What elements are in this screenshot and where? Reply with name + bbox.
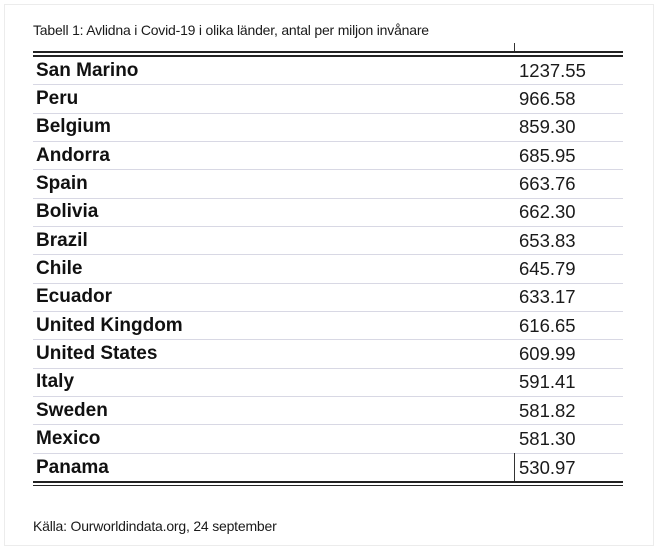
country-cell: Sweden (36, 399, 108, 421)
table-row: Mexico 581.30 (33, 425, 623, 454)
table-row: Andorra 685.95 (33, 142, 623, 171)
country-cell: Panama (36, 456, 109, 478)
value-cell: 859.30 (519, 116, 576, 138)
table-row: Brazil 653.83 (33, 227, 623, 256)
table-bottom-rule (33, 481, 623, 483)
value-cell: 581.30 (519, 428, 576, 450)
country-cell: Peru (36, 88, 79, 110)
value-cell: 662.30 (519, 201, 576, 223)
country-cell: Mexico (36, 428, 101, 450)
table-row: Peru 966.58 (33, 85, 623, 114)
country-cell: Andorra (36, 144, 110, 166)
country-cell: Bolivia (36, 201, 99, 223)
country-cell: Brazil (36, 229, 88, 251)
table-row: Belgium 859.30 (33, 114, 623, 143)
table-row: United States 609.99 (33, 340, 623, 369)
document-frame (4, 4, 654, 546)
country-cell: Spain (36, 173, 88, 195)
deaths-table: San Marino 1237.55 Peru 966.58 Belgium 8… (33, 57, 623, 482)
value-cell: 581.82 (519, 399, 576, 421)
source-note: Källa: Ourworldindata.org, 24 september (33, 518, 277, 534)
country-cell: United States (36, 343, 158, 365)
table-row: Sweden 581.82 (33, 397, 623, 426)
table-row: Italy 591.41 (33, 369, 623, 398)
country-cell: Italy (36, 371, 75, 393)
country-cell: Belgium (36, 116, 111, 138)
value-cell: 633.17 (519, 286, 576, 308)
table-row: Panama 530.97 (33, 454, 623, 482)
value-cell: 609.99 (519, 343, 576, 365)
table-row: Spain 663.76 (33, 170, 623, 199)
value-cell: 645.79 (519, 258, 576, 280)
country-cell: Chile (36, 258, 83, 280)
country-cell: United Kingdom (36, 314, 183, 336)
value-cell: 653.83 (519, 229, 576, 251)
value-cell: 616.65 (519, 314, 576, 336)
table-caption: Tabell 1: Avlidna i Covid-19 i olika län… (33, 22, 429, 38)
value-cell: 966.58 (519, 88, 576, 110)
country-cell: Ecuador (36, 286, 113, 308)
value-cell: 663.76 (519, 173, 576, 195)
table-row: Bolivia 662.30 (33, 199, 623, 228)
table-row: United Kingdom 616.65 (33, 312, 623, 341)
table-row: San Marino 1237.55 (33, 57, 623, 86)
column-divider-tick (514, 43, 515, 52)
table-row: Ecuador 633.17 (33, 284, 623, 313)
table-top-rule-inner (33, 55, 623, 57)
table-row: Chile 645.79 (33, 255, 623, 284)
value-cell: 530.97 (519, 456, 576, 478)
country-cell: San Marino (36, 59, 139, 81)
value-cell: 1237.55 (519, 59, 586, 81)
table-bottom-rule-inner (33, 485, 623, 486)
table-top-rule (33, 51, 623, 53)
value-cell: 591.41 (519, 371, 576, 393)
column-divider-last-row (514, 453, 515, 483)
value-cell: 685.95 (519, 144, 576, 166)
